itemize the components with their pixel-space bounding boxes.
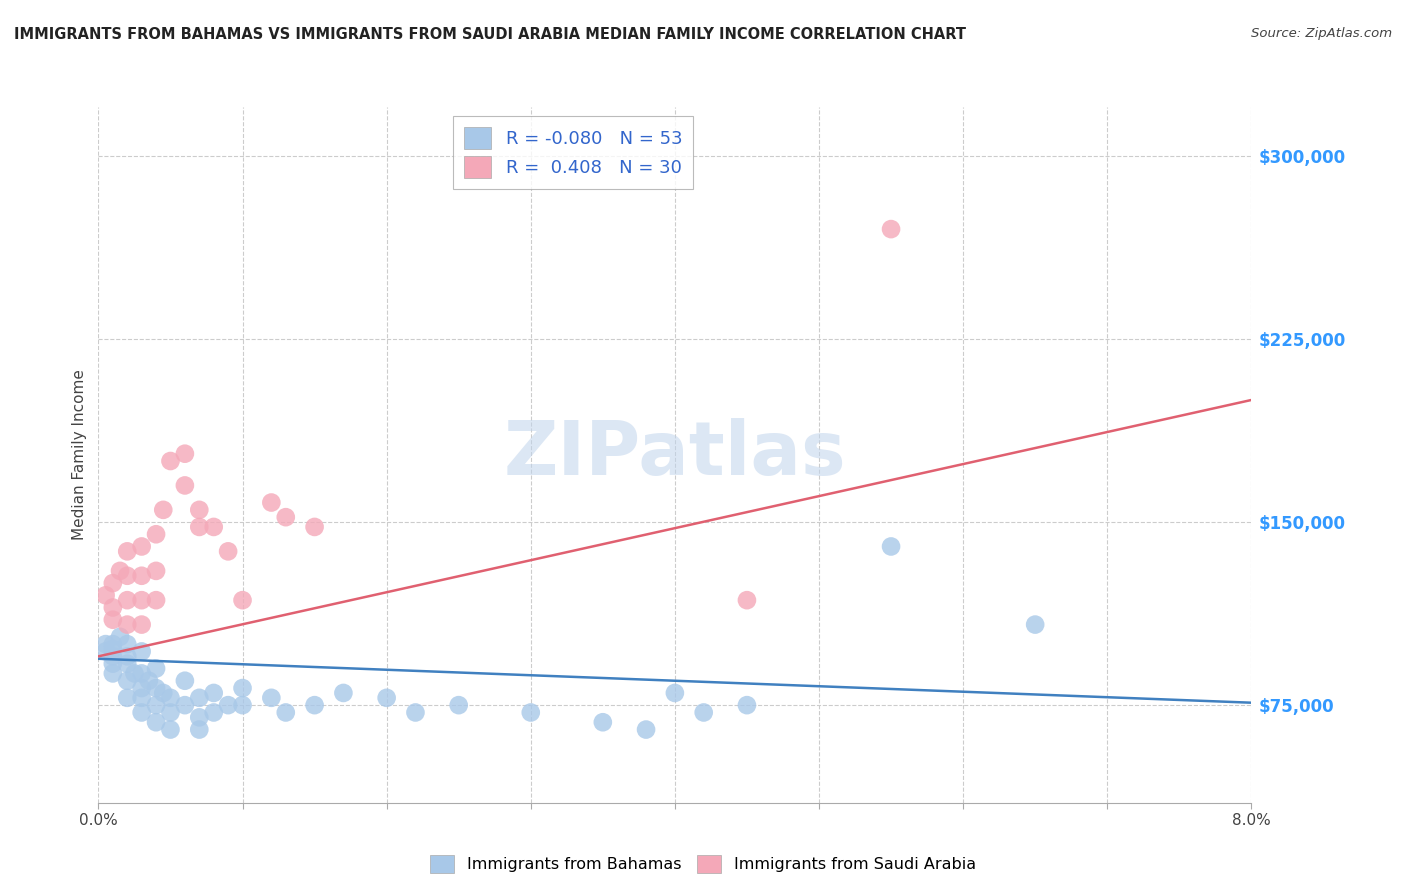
Point [145,593,167,607]
Point [131,666,153,681]
Legend: Immigrants from Bahamas, Immigrants from Saudi Arabia: Immigrants from Bahamas, Immigrants from… [423,848,983,880]
Point [101,642,124,657]
Point [260,690,283,705]
Point [94,644,117,658]
Point [131,617,153,632]
Point [520,706,543,720]
Point [188,520,211,534]
Point [304,698,326,713]
Point [94,637,117,651]
Point [188,710,211,724]
Point [145,661,167,675]
Point [101,666,124,681]
Point [202,706,225,720]
Point [101,613,124,627]
Point [217,544,239,558]
Text: Source: ZipAtlas.com: Source: ZipAtlas.com [1251,27,1392,40]
Point [188,723,211,737]
Point [117,673,139,688]
Point [735,593,758,607]
Point [447,698,470,713]
Point [375,690,398,705]
Point [101,637,124,651]
Point [117,617,139,632]
Point [217,698,239,713]
Point [664,686,686,700]
Point [145,564,167,578]
Point [159,690,181,705]
Point [117,544,139,558]
Point [117,568,139,582]
Point [332,686,354,700]
Point [108,630,131,644]
Point [145,715,167,730]
Point [145,681,167,695]
Point [101,600,124,615]
Point [202,686,225,700]
Point [159,723,181,737]
Point [260,495,283,509]
Point [117,637,139,651]
Point [159,706,181,720]
Point [101,576,124,591]
Text: IMMIGRANTS FROM BAHAMAS VS IMMIGRANTS FROM SAUDI ARABIA MEDIAN FAMILY INCOME COR: IMMIGRANTS FROM BAHAMAS VS IMMIGRANTS FR… [14,27,966,42]
Point [131,593,153,607]
Point [145,698,167,713]
Point [131,540,153,554]
Point [880,222,903,236]
Point [131,644,153,658]
Point [735,698,758,713]
Point [1024,617,1046,632]
Point [131,681,153,695]
Legend: R = -0.080   N = 53, R =  0.408   N = 30: R = -0.080 N = 53, R = 0.408 N = 30 [453,116,693,189]
Point [94,588,117,602]
Point [152,503,174,517]
Point [117,649,139,664]
Point [145,527,167,541]
Point [636,723,658,737]
Point [159,454,181,468]
Point [131,690,153,705]
Point [880,540,903,554]
Point [117,657,139,671]
Point [174,478,197,492]
Point [274,706,297,720]
Point [274,510,297,524]
Point [202,520,225,534]
Point [231,593,254,607]
Point [117,690,139,705]
Point [231,681,254,695]
Y-axis label: Median Family Income: Median Family Income [72,369,87,541]
Point [592,715,614,730]
Point [138,673,160,688]
Point [152,686,174,700]
Point [231,698,254,713]
Point [131,568,153,582]
Point [124,666,146,681]
Point [108,564,131,578]
Point [304,520,326,534]
Point [174,698,197,713]
Point [117,593,139,607]
Point [131,706,153,720]
Point [405,706,427,720]
Point [101,649,124,664]
Text: ZIPatlas: ZIPatlas [503,418,846,491]
Point [693,706,716,720]
Point [174,447,197,461]
Point [188,503,211,517]
Point [174,673,197,688]
Point [188,690,211,705]
Point [101,657,124,671]
